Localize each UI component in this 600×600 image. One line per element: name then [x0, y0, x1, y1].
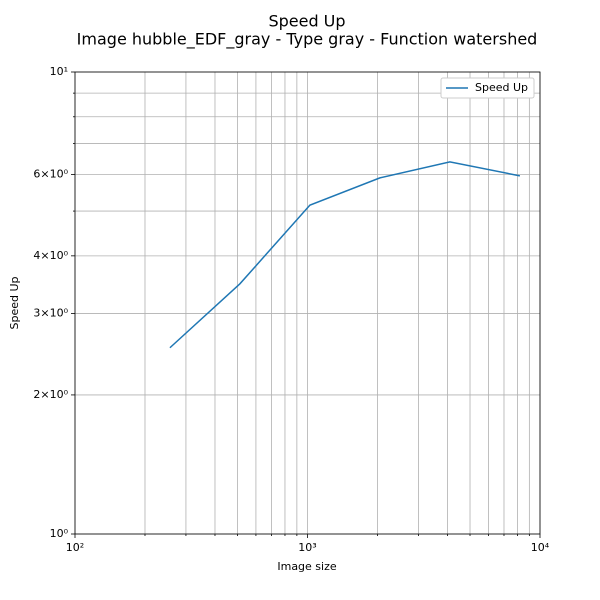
x-tick-label: 10³ — [298, 541, 316, 554]
x-tick-label: 10² — [66, 541, 84, 554]
y-tick-label: 4×10⁰ — [33, 249, 68, 262]
y-axis-label: Speed Up — [8, 276, 21, 329]
plot-frame — [74, 71, 541, 535]
y-tick-label: 10¹ — [50, 65, 68, 78]
x-tick-label: 10⁴ — [531, 541, 550, 554]
legend-label: Speed Up — [475, 81, 528, 94]
chart-subtitle: Image hubble_EDF_gray - Type gray - Func… — [77, 30, 538, 50]
data-line — [169, 161, 521, 349]
legend-box — [440, 77, 535, 99]
y-tick-label: 2×10⁰ — [33, 388, 68, 401]
y-tick-label: 6×10⁰ — [33, 167, 68, 180]
y-tick-label: 3×10⁰ — [33, 307, 68, 320]
chart-title: Speed Up — [268, 12, 345, 31]
y-tick-label: 10⁰ — [50, 527, 69, 540]
x-axis-label: Image size — [277, 560, 337, 573]
